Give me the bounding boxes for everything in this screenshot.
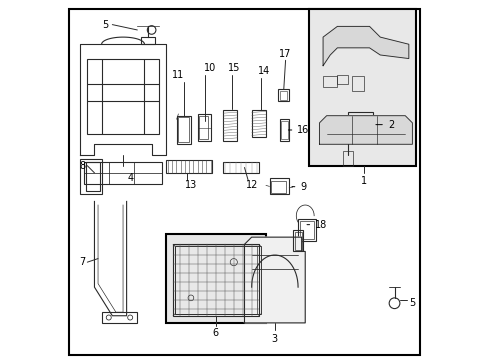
Bar bbox=[165, 160, 212, 173]
Text: 16: 16 bbox=[288, 125, 309, 135]
Bar bbox=[141, 37, 155, 44]
Bar bbox=[175, 246, 260, 314]
Bar bbox=[280, 119, 288, 141]
Text: 2: 2 bbox=[375, 120, 393, 130]
Text: 14: 14 bbox=[258, 66, 270, 76]
Text: 8: 8 bbox=[79, 161, 85, 171]
Bar bbox=[298, 219, 315, 241]
Polygon shape bbox=[244, 237, 305, 323]
Bar bbox=[280, 91, 287, 100]
Text: 1: 1 bbox=[360, 176, 366, 186]
Text: 4: 4 bbox=[127, 173, 133, 183]
Text: 17: 17 bbox=[279, 49, 291, 59]
Bar bbox=[83, 162, 162, 184]
Text: 11: 11 bbox=[172, 70, 184, 80]
Bar bbox=[251, 111, 265, 137]
Text: 5: 5 bbox=[408, 298, 414, 308]
Bar bbox=[80, 158, 102, 194]
Bar bbox=[323, 76, 337, 87]
Text: 6: 6 bbox=[212, 328, 219, 338]
Bar bbox=[199, 116, 208, 139]
Text: 10: 10 bbox=[204, 63, 216, 73]
Bar bbox=[165, 234, 265, 323]
Text: 3: 3 bbox=[271, 334, 277, 343]
Bar bbox=[269, 178, 288, 194]
Bar bbox=[175, 246, 257, 314]
Bar bbox=[294, 232, 301, 249]
Text: 9: 9 bbox=[291, 182, 306, 192]
Bar bbox=[87, 59, 159, 134]
Bar bbox=[173, 244, 258, 316]
Bar bbox=[198, 114, 210, 141]
Bar bbox=[85, 162, 100, 191]
Text: 5: 5 bbox=[102, 19, 108, 30]
Bar bbox=[176, 116, 190, 144]
Bar bbox=[223, 162, 258, 173]
Bar bbox=[178, 117, 189, 143]
Text: 12: 12 bbox=[245, 180, 257, 190]
Text: 13: 13 bbox=[184, 180, 197, 190]
Bar bbox=[347, 112, 372, 134]
Bar bbox=[292, 230, 303, 251]
Bar bbox=[308, 9, 415, 166]
Bar bbox=[342, 152, 353, 166]
Polygon shape bbox=[319, 116, 411, 144]
Bar bbox=[299, 221, 313, 239]
Bar bbox=[278, 89, 288, 102]
Bar bbox=[351, 76, 364, 91]
Polygon shape bbox=[323, 26, 408, 66]
Text: 15: 15 bbox=[227, 63, 240, 73]
Bar bbox=[281, 121, 287, 139]
Text: 18: 18 bbox=[306, 220, 327, 230]
Bar bbox=[223, 111, 237, 141]
Text: 7: 7 bbox=[79, 257, 85, 267]
Bar bbox=[271, 181, 285, 193]
Bar bbox=[337, 75, 347, 84]
Bar bbox=[102, 312, 137, 323]
